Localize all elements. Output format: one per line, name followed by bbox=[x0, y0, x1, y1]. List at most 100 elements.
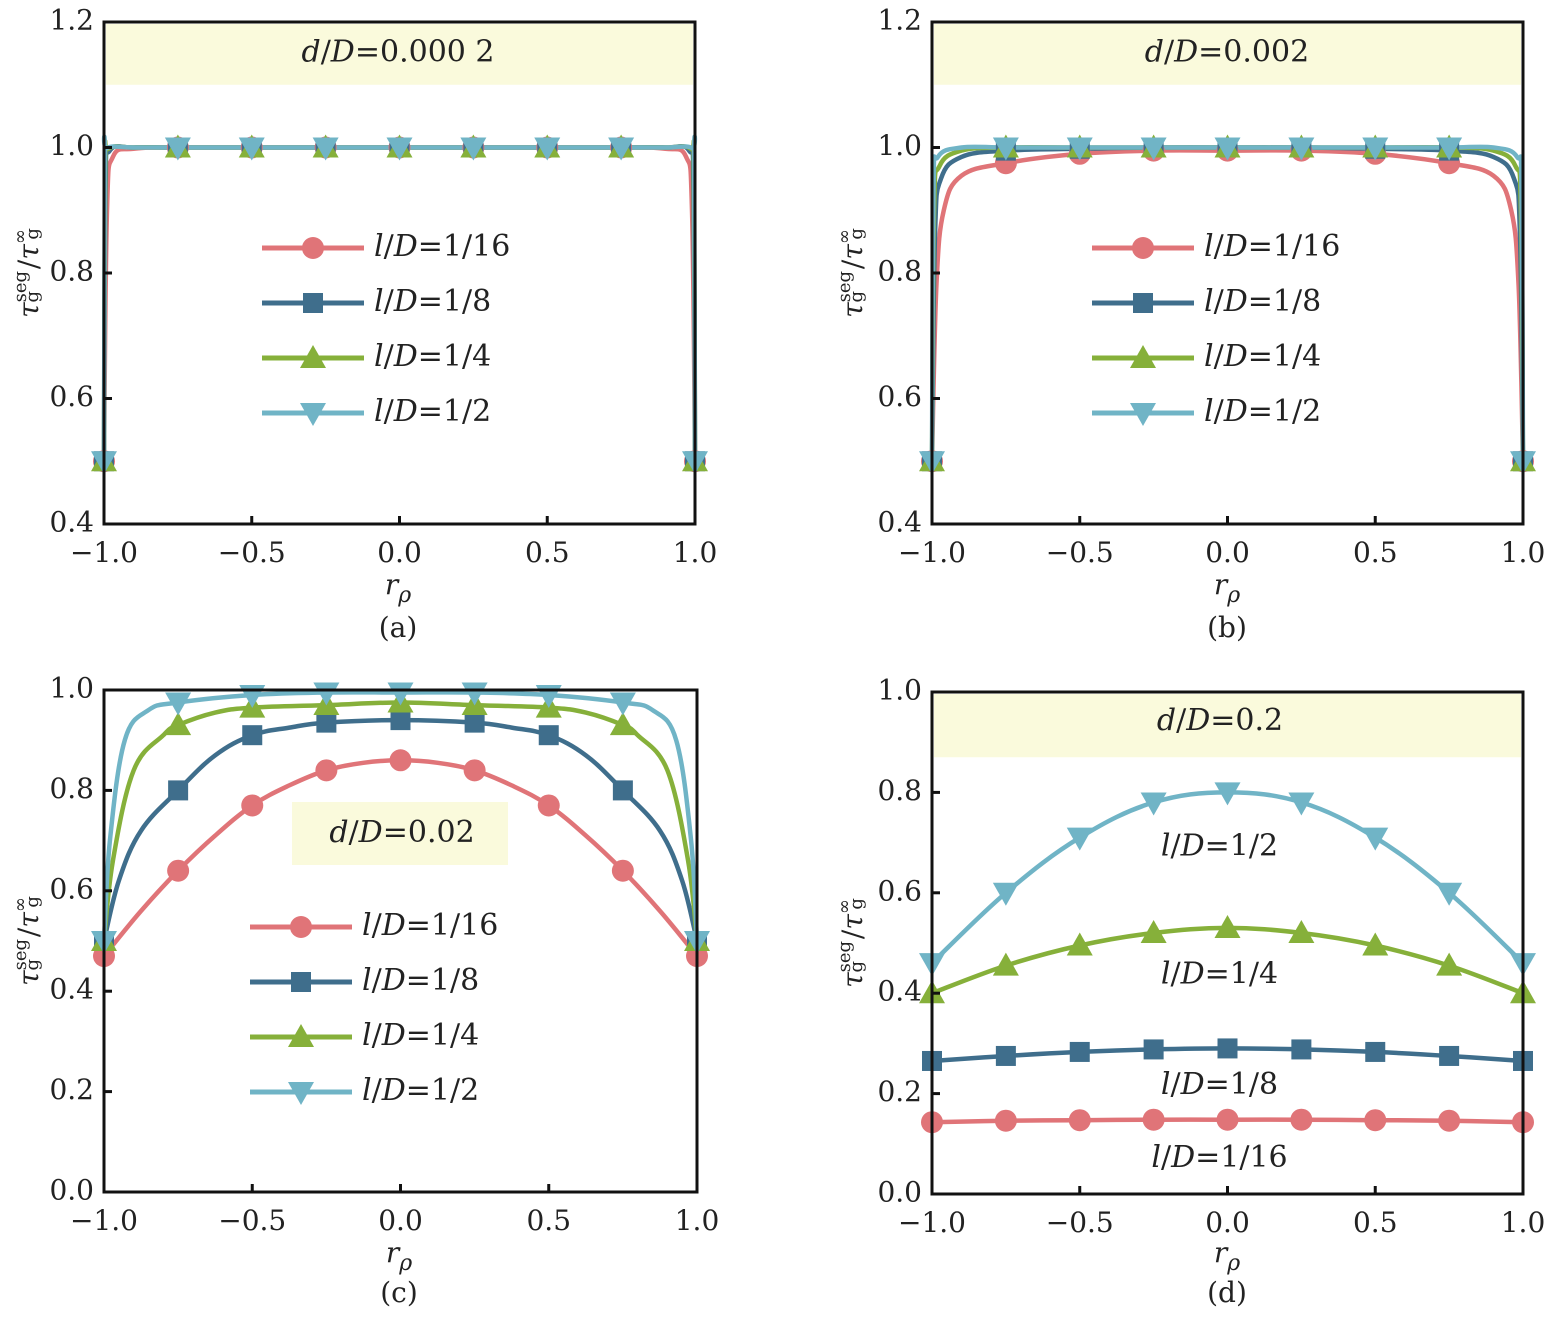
x-tick-label: −0.5 bbox=[218, 1204, 286, 1237]
data-point-l_1_16 bbox=[1142, 1108, 1165, 1131]
data-point-l_1_4 bbox=[1436, 952, 1463, 976]
legend-marker bbox=[288, 1082, 314, 1105]
legend-entry-l_1_8: l/D=1/8 bbox=[262, 284, 491, 319]
legend-marker bbox=[302, 237, 324, 259]
curve-label: l/D=1/4 bbox=[1161, 957, 1278, 992]
data-point-l_1_8 bbox=[612, 780, 633, 801]
y-tick-label: 0.8 bbox=[49, 772, 94, 805]
y-tick-label: 0.4 bbox=[49, 973, 94, 1006]
data-point-l_1_2 bbox=[165, 692, 192, 716]
data-point-l_1_4 bbox=[1066, 932, 1093, 956]
data-point-l_1_8 bbox=[464, 712, 485, 733]
curve-label: l/D=1/16 bbox=[1151, 1140, 1287, 1175]
data-point-l_1_16 bbox=[994, 1109, 1017, 1132]
series-markers-l_1_2 bbox=[91, 137, 708, 475]
data-point-l_1_8 bbox=[1365, 1041, 1386, 1062]
legend-marker bbox=[1132, 237, 1154, 259]
data-point-l_1_16 bbox=[1068, 1109, 1091, 1132]
data-point-l_1_16 bbox=[537, 794, 560, 817]
curve-label: l/D=1/2 bbox=[1161, 829, 1278, 864]
banner-label: d/D=0.02 bbox=[329, 815, 474, 850]
x-tick-label: −0.5 bbox=[1046, 536, 1114, 569]
data-point-l_1_2 bbox=[609, 692, 636, 716]
data-point-l_1_2 bbox=[1214, 137, 1241, 161]
legend-label: l/D=1/4 bbox=[362, 1018, 479, 1053]
data-point-l_1_2 bbox=[386, 137, 413, 161]
legend-marker bbox=[290, 916, 312, 938]
legend-entry-l_1_4: l/D=1/4 bbox=[262, 339, 491, 374]
data-point-l_1_8 bbox=[538, 725, 559, 746]
x-axis-label: rρ bbox=[386, 1236, 412, 1276]
data-point-l_1_4 bbox=[1140, 919, 1167, 943]
panel-caption: (c) bbox=[380, 1276, 418, 1309]
x-tick-label: 1.0 bbox=[673, 536, 718, 569]
legend-marker bbox=[300, 345, 326, 368]
panel-caption: (d) bbox=[1207, 1276, 1247, 1309]
data-point-l_1_16 bbox=[241, 794, 264, 817]
legend: l/D=1/16 l/D=1/8 l/D=1/4 l/D=1/2 bbox=[1092, 229, 1340, 429]
legend-marker bbox=[1133, 293, 1153, 313]
legend-marker bbox=[300, 403, 326, 426]
y-tick-label: 1.0 bbox=[877, 129, 922, 162]
panel-a: d/D=0.000 2 −1.0 −0.5 0.0 0.5 1.0 0.4 0.6 0.8 1.0… bbox=[10, 4, 717, 645]
data-point-l_1_2 bbox=[1436, 882, 1463, 906]
legend-label: l/D=1/8 bbox=[362, 963, 479, 998]
data-point-l_1_8 bbox=[1439, 1045, 1460, 1066]
panel-caption: (b) bbox=[1207, 611, 1247, 644]
legend-entry-l_1_16: l/D=1/16 bbox=[250, 908, 498, 943]
x-tick-label: −1.0 bbox=[898, 536, 966, 569]
series-markers-l_1_2 bbox=[919, 782, 1536, 977]
data-point-l_1_2 bbox=[608, 137, 635, 161]
legend-marker bbox=[291, 972, 311, 992]
data-point-l_1_16 bbox=[463, 759, 486, 782]
panel-caption: (a) bbox=[379, 611, 418, 644]
x-tick-label: −1.0 bbox=[70, 1204, 138, 1237]
y-tick-label: 0.4 bbox=[877, 975, 922, 1008]
data-point-l_1_2 bbox=[238, 137, 265, 161]
y-axis-label: τsegg /τ∞g bbox=[834, 898, 869, 988]
x-tick-label: 0.5 bbox=[526, 1204, 571, 1237]
y-tick-label: 1.0 bbox=[877, 674, 922, 707]
y-tick-label: 0.4 bbox=[877, 506, 922, 539]
data-point-l_1_2 bbox=[1288, 792, 1315, 816]
legend-entry-l_1_2: l/D=1/2 bbox=[262, 394, 491, 429]
banner-background bbox=[292, 802, 508, 865]
data-point-l_1_2 bbox=[164, 137, 191, 161]
legend: l/D=1/16 l/D=1/8 l/D=1/4 l/D=1/2 bbox=[262, 229, 510, 429]
y-axis-label: τsegg /τ∞g bbox=[10, 228, 45, 318]
data-point-l_1_2 bbox=[1140, 137, 1167, 161]
data-point-l_1_2 bbox=[1066, 827, 1093, 851]
x-tick-label: 0.5 bbox=[525, 536, 570, 569]
data-point-l_1_2 bbox=[387, 682, 414, 706]
legend-label: l/D=1/2 bbox=[374, 394, 491, 429]
banner-background bbox=[106, 24, 693, 85]
banner-background bbox=[934, 694, 1521, 758]
x-tick-label: 0.0 bbox=[1205, 536, 1250, 569]
panel-c: d/D=0.02 −1.0 −0.5 0.0 0.5 1.0 0.0 0.2 0.4 0.6 0.8… bbox=[10, 672, 719, 1310]
data-point-l_1_16 bbox=[389, 749, 412, 772]
x-tick-label: −0.5 bbox=[218, 536, 286, 569]
x-tick-label: 0.0 bbox=[378, 1204, 423, 1237]
legend-label: l/D=1/8 bbox=[1204, 284, 1321, 319]
legend-label: l/D=1/8 bbox=[374, 284, 491, 319]
data-point-l_1_4 bbox=[1214, 914, 1241, 938]
banner-label: d/D=0.002 bbox=[1145, 34, 1309, 69]
data-point-l_1_2 bbox=[1362, 137, 1389, 161]
data-point-l_1_4 bbox=[1288, 919, 1315, 943]
data-point-l_1_2 bbox=[992, 882, 1019, 906]
legend-entry-l_1_4: l/D=1/4 bbox=[250, 1018, 479, 1053]
data-point-l_1_2 bbox=[1362, 827, 1389, 851]
data-point-l_1_8 bbox=[316, 712, 337, 733]
data-point-l_1_16 bbox=[1438, 1109, 1461, 1132]
plot-frame bbox=[102, 20, 697, 526]
data-point-l_1_8 bbox=[995, 1045, 1016, 1066]
curve-label: l/D=1/8 bbox=[1161, 1067, 1278, 1102]
data-point-l_1_2 bbox=[313, 682, 340, 706]
legend-entry-l_1_8: l/D=1/8 bbox=[250, 963, 479, 998]
x-tick-label: 0.5 bbox=[1353, 1206, 1398, 1239]
data-point-l_1_8 bbox=[1143, 1039, 1164, 1060]
legend: l/D=1/16 l/D=1/8 l/D=1/4 l/D=1/2 bbox=[250, 908, 498, 1108]
y-tick-label: 0.8 bbox=[877, 255, 922, 288]
legend-entry-l_1_8: l/D=1/8 bbox=[1092, 284, 1321, 319]
